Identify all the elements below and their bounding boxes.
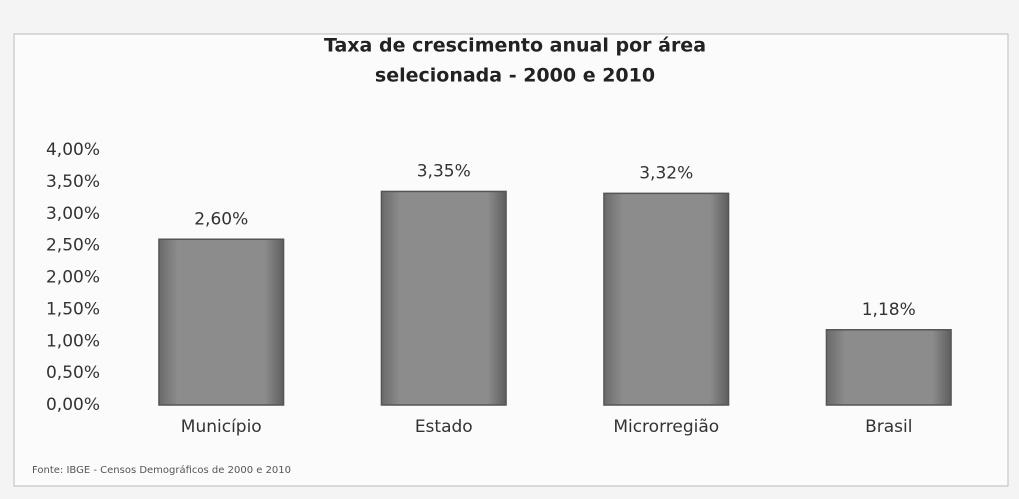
x-tick-label: Estado — [415, 417, 473, 437]
y-tick-label: 3,00% — [46, 204, 100, 224]
bar — [603, 192, 730, 406]
y-tick-label: 2,00% — [46, 268, 100, 288]
bar — [158, 238, 285, 406]
y-tick-label: 0,50% — [46, 363, 100, 383]
bar — [380, 190, 507, 406]
y-tick-label: 0,00% — [46, 395, 100, 415]
bar — [825, 329, 952, 406]
y-tick-label: 2,50% — [46, 236, 100, 256]
data-label: 3,35% — [417, 161, 471, 181]
data-label: 2,60% — [194, 209, 248, 229]
x-tick-label: Microrregião — [613, 417, 719, 437]
x-tick-label: Brasil — [865, 417, 912, 437]
data-label: 1,18% — [862, 300, 916, 320]
y-tick-label: 4,00% — [46, 140, 100, 160]
chart-title: Taxa de crescimento anual por área — [324, 35, 706, 57]
y-tick-label: 3,50% — [46, 172, 100, 192]
chart-subtitle: selecionada - 2000 e 2010 — [375, 65, 655, 87]
source-note: Fonte: IBGE - Censos Demográficos de 200… — [32, 464, 291, 476]
y-tick-label: 1,00% — [46, 331, 100, 351]
data-label: 3,32% — [639, 163, 693, 183]
y-tick-label: 1,50% — [46, 299, 100, 319]
x-tick-label: Município — [181, 417, 262, 437]
